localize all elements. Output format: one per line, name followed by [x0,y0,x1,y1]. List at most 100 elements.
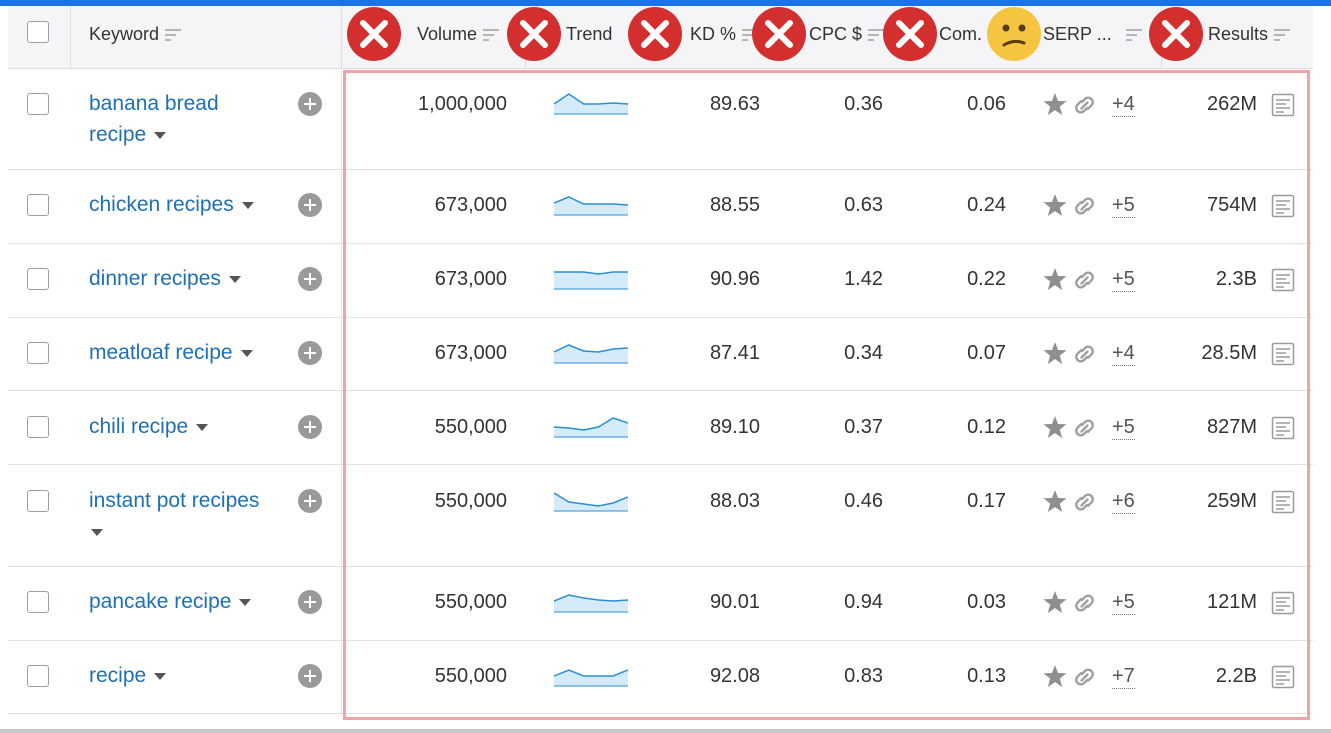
add-circle-icon[interactable] [298,193,322,217]
star-icon [1043,490,1067,512]
volume-value: 1,000,000 [418,93,507,115]
sort-icon[interactable] [868,28,885,42]
row-checkbox[interactable] [27,665,49,687]
sort-icon[interactable] [165,28,182,42]
column-header-cpc[interactable]: CPC $ [809,6,885,62]
serp-more-link[interactable]: +6 [1112,490,1135,514]
add-circle-icon[interactable] [298,267,322,291]
add-circle-icon[interactable] [298,92,322,116]
row-checkbox[interactable] [27,194,49,216]
serp-more-link[interactable]: +5 [1112,416,1135,440]
com-value: 0.22 [967,268,1006,290]
chevron-down-icon[interactable] [240,349,253,357]
column-header-results[interactable]: Results [1208,6,1291,62]
volume-value: 550,000 [434,416,507,438]
row-checkbox[interactable] [27,416,49,438]
column-header-kd[interactable]: KD % [690,6,759,62]
column-header-serp[interactable]: SERP ... [1043,6,1142,62]
serp-more-link[interactable]: +5 [1112,194,1135,218]
sort-icon[interactable] [742,28,759,42]
serp-features [1043,342,1094,364]
chevron-down-icon[interactable] [196,423,209,431]
keyword-link[interactable]: meatloaf recipe [89,337,289,368]
column-header-trend[interactable]: Trend [566,6,612,62]
row-checkbox[interactable] [27,490,49,512]
chevron-down-icon[interactable] [154,672,167,680]
row-divider [8,317,1313,318]
star-icon [1043,416,1067,438]
serp-more-link[interactable]: +4 [1112,93,1135,117]
keyword-text[interactable]: recipe [89,123,147,146]
keyword-link[interactable]: dinner recipes [89,263,289,294]
column-header-keyword[interactable]: Keyword [89,6,182,62]
volume-value: 673,000 [434,268,507,290]
add-circle-icon[interactable] [298,341,322,365]
chevron-down-icon[interactable] [228,275,241,283]
keyword-link[interactable]: chicken recipes [89,189,289,220]
column-header-com[interactable]: Com. [939,6,982,62]
serp-features [1043,490,1094,512]
add-circle-icon[interactable] [298,415,322,439]
results-value: 2.3B [1215,268,1257,290]
results-value: 262M [1206,93,1257,115]
row-checkbox[interactable] [27,591,49,613]
column-label: KD % [690,24,737,44]
serp-more-link[interactable]: +5 [1112,268,1135,292]
chevron-down-icon[interactable] [241,201,254,209]
serp-more-link[interactable]: +5 [1112,591,1135,615]
serp-snapshot-icon[interactable] [1271,194,1295,218]
serp-snapshot-icon[interactable] [1271,665,1295,689]
column-header-volume[interactable]: Volume [417,6,500,62]
keyword-text[interactable]: chicken recipes [89,193,234,216]
x-mark-icon [1149,7,1203,61]
chevron-down-icon[interactable] [91,528,103,536]
row-checkbox[interactable] [27,342,49,364]
keyword-text[interactable]: pancake recipe [89,590,232,613]
row-checkbox[interactable] [27,268,49,290]
keyword-link[interactable]: instant pot recipes [89,485,289,547]
trend-area [554,493,628,511]
keyword-text[interactable]: meatloaf recipe [89,341,233,364]
trend-sparkline [554,417,628,438]
select-all-checkbox[interactable] [27,21,49,43]
serp-snapshot-icon[interactable] [1271,93,1295,117]
trend-line [554,196,628,206]
serp-snapshot-icon[interactable] [1271,268,1295,292]
row-checkbox[interactable] [27,93,49,115]
chevron-down-icon[interactable] [154,131,167,139]
chevron-down-icon[interactable] [239,598,252,606]
results-value: 754M [1206,194,1257,216]
serp-snapshot-icon[interactable] [1271,342,1295,366]
serp-snapshot-icon[interactable] [1271,591,1295,615]
sort-icon[interactable] [1274,28,1291,42]
link-icon [1075,419,1094,437]
keyword-link[interactable]: chili recipe [89,411,289,442]
sort-icon[interactable] [483,28,500,42]
keyword-text[interactable]: recipe [89,664,147,687]
keyword-link[interactable]: pancake recipe [89,586,289,617]
add-circle-icon[interactable] [298,590,322,614]
keyword-link[interactable]: recipe [89,660,289,691]
trend-sparkline [554,344,628,364]
keyword-link[interactable]: banana bread recipe [89,88,289,150]
serp-features [1043,93,1094,115]
add-circle-icon[interactable] [298,489,322,513]
keyword-text[interactable]: instant pot recipes [89,489,260,512]
serp-snapshot-icon[interactable] [1271,490,1295,514]
cpc-value: 0.83 [844,665,883,687]
trend-line [554,594,628,602]
add-circle-icon[interactable] [298,664,322,688]
star-icon [1043,93,1067,115]
com-value: 0.12 [967,416,1006,438]
row-divider [8,640,1313,641]
serp-more-link[interactable]: +4 [1112,342,1135,366]
com-value: 0.03 [967,591,1006,613]
star-icon [1043,591,1067,613]
sort-icon[interactable] [1125,28,1142,42]
keyword-text[interactable]: dinner recipes [89,267,221,290]
column-label: Volume [417,24,478,44]
serp-snapshot-icon[interactable] [1271,416,1295,440]
keyword-text[interactable]: chili recipe [89,415,189,438]
keyword-text[interactable]: banana bread [89,92,219,115]
serp-more-link[interactable]: +7 [1112,665,1135,689]
